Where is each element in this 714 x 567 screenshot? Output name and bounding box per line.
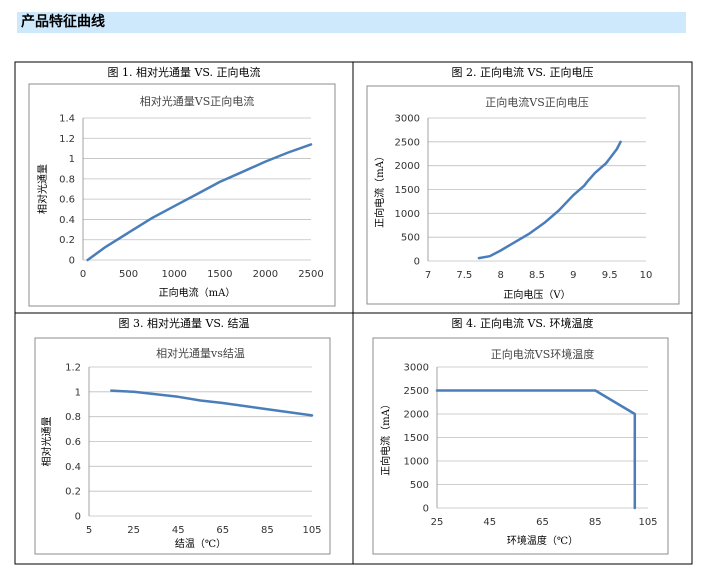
- chart-title: 正向电流VS环境温度: [491, 347, 594, 361]
- x-tick-label: 8.5: [529, 270, 545, 281]
- x-axis-label: 正向电压（V）: [503, 288, 570, 301]
- x-tick-label: 500: [119, 269, 138, 280]
- panel-title: 图 1. 相对光通量 VS. 正向电流: [107, 65, 260, 79]
- y-tick-label: 1000: [395, 209, 420, 220]
- y-tick-label: 0.2: [59, 235, 75, 246]
- y-tick-label: 500: [410, 480, 429, 491]
- y-tick-label: 0.6: [59, 195, 75, 206]
- y-tick-label: 0: [75, 512, 81, 523]
- chart-title: 正向电流VS正向电压: [485, 95, 588, 109]
- section-title: 产品特征曲线: [17, 12, 686, 33]
- series-line: [477, 140, 622, 260]
- x-tick-label: 9.5: [602, 270, 618, 281]
- y-tick-label: 2000: [404, 410, 429, 421]
- x-tick-label: 65: [536, 517, 549, 528]
- y-tick-label: 1500: [404, 433, 429, 444]
- y-tick-label: 1500: [395, 185, 420, 196]
- x-tick-label: 1000: [161, 269, 186, 280]
- chart-area: [28, 83, 336, 307]
- x-tick-label: 25: [431, 517, 444, 528]
- panel-title: 图 2. 正向电流 VS. 正向电压: [451, 65, 593, 79]
- chart-area: [366, 85, 680, 305]
- x-tick-label: 8: [497, 270, 503, 281]
- x-tick-label: 7: [425, 270, 431, 281]
- y-tick-label: 0: [423, 504, 429, 515]
- chart-area: [34, 337, 331, 555]
- x-axis-label: 正向电流（mA）: [159, 286, 236, 299]
- y-tick-label: 1.2: [59, 134, 75, 145]
- x-tick-label: 0: [80, 269, 86, 280]
- x-tick-label: 105: [638, 517, 657, 528]
- y-tick-label: 0.8: [59, 174, 75, 185]
- y-tick-label: 0: [414, 257, 420, 268]
- y-tick-label: 0: [69, 256, 75, 267]
- x-tick-label: 9: [570, 270, 576, 281]
- panel-title: 图 4. 正向电流 VS. 环境温度: [451, 316, 593, 330]
- y-tick-label: 3000: [395, 114, 420, 125]
- chart-title: 相对光通量vs结温: [156, 346, 245, 360]
- x-tick-label: 7.5: [456, 270, 472, 281]
- y-tick-label: 2000: [395, 161, 420, 172]
- x-tick-label: 25: [127, 525, 140, 536]
- y-tick-label: 0.4: [65, 462, 81, 473]
- panel-frame: [14, 61, 693, 565]
- y-tick-label: 3000: [404, 363, 429, 374]
- y-tick-label: 1: [69, 154, 75, 165]
- chart-area: [372, 337, 669, 555]
- y-tick-label: 500: [401, 233, 420, 244]
- x-tick-label: 45: [483, 517, 496, 528]
- series-line: [86, 143, 313, 262]
- x-tick-label: 2500: [298, 269, 323, 280]
- y-axis-label: 相对光通量: [40, 417, 53, 467]
- x-tick-label: 1500: [207, 269, 232, 280]
- x-axis-label: 环境温度（℃）: [507, 534, 578, 547]
- y-tick-label: 0.4: [59, 215, 75, 226]
- y-tick-label: 1.2: [65, 363, 81, 374]
- panel-title: 图 3. 相对光通量 VS. 结温: [118, 316, 249, 330]
- x-tick-label: 105: [302, 525, 321, 536]
- y-tick-label: 0.6: [65, 437, 81, 448]
- y-axis-label: 相对光通量: [36, 164, 49, 214]
- y-tick-label: 0.2: [65, 487, 81, 498]
- y-tick-label: 2500: [404, 386, 429, 397]
- y-tick-label: 2500: [395, 137, 420, 148]
- series-line: [110, 389, 314, 417]
- series-line: [435, 389, 637, 510]
- chart-title: 相对光通量VS正向电流: [140, 94, 254, 108]
- x-axis-label: 结温（℃）: [175, 537, 226, 550]
- y-tick-label: 1: [75, 387, 81, 398]
- x-tick-label: 2000: [253, 269, 278, 280]
- x-tick-label: 85: [589, 517, 602, 528]
- x-tick-label: 45: [172, 525, 185, 536]
- y-axis-label: 正向电流（mA）: [373, 151, 386, 228]
- x-tick-label: 85: [261, 525, 274, 536]
- y-tick-label: 1000: [404, 457, 429, 468]
- x-tick-label: 10: [640, 270, 653, 281]
- x-tick-label: 5: [86, 525, 92, 536]
- y-axis-label: 正向电流（mA）: [379, 399, 392, 476]
- y-tick-label: 1.4: [59, 114, 75, 125]
- y-tick-label: 0.8: [65, 412, 81, 423]
- x-tick-label: 65: [216, 525, 229, 536]
